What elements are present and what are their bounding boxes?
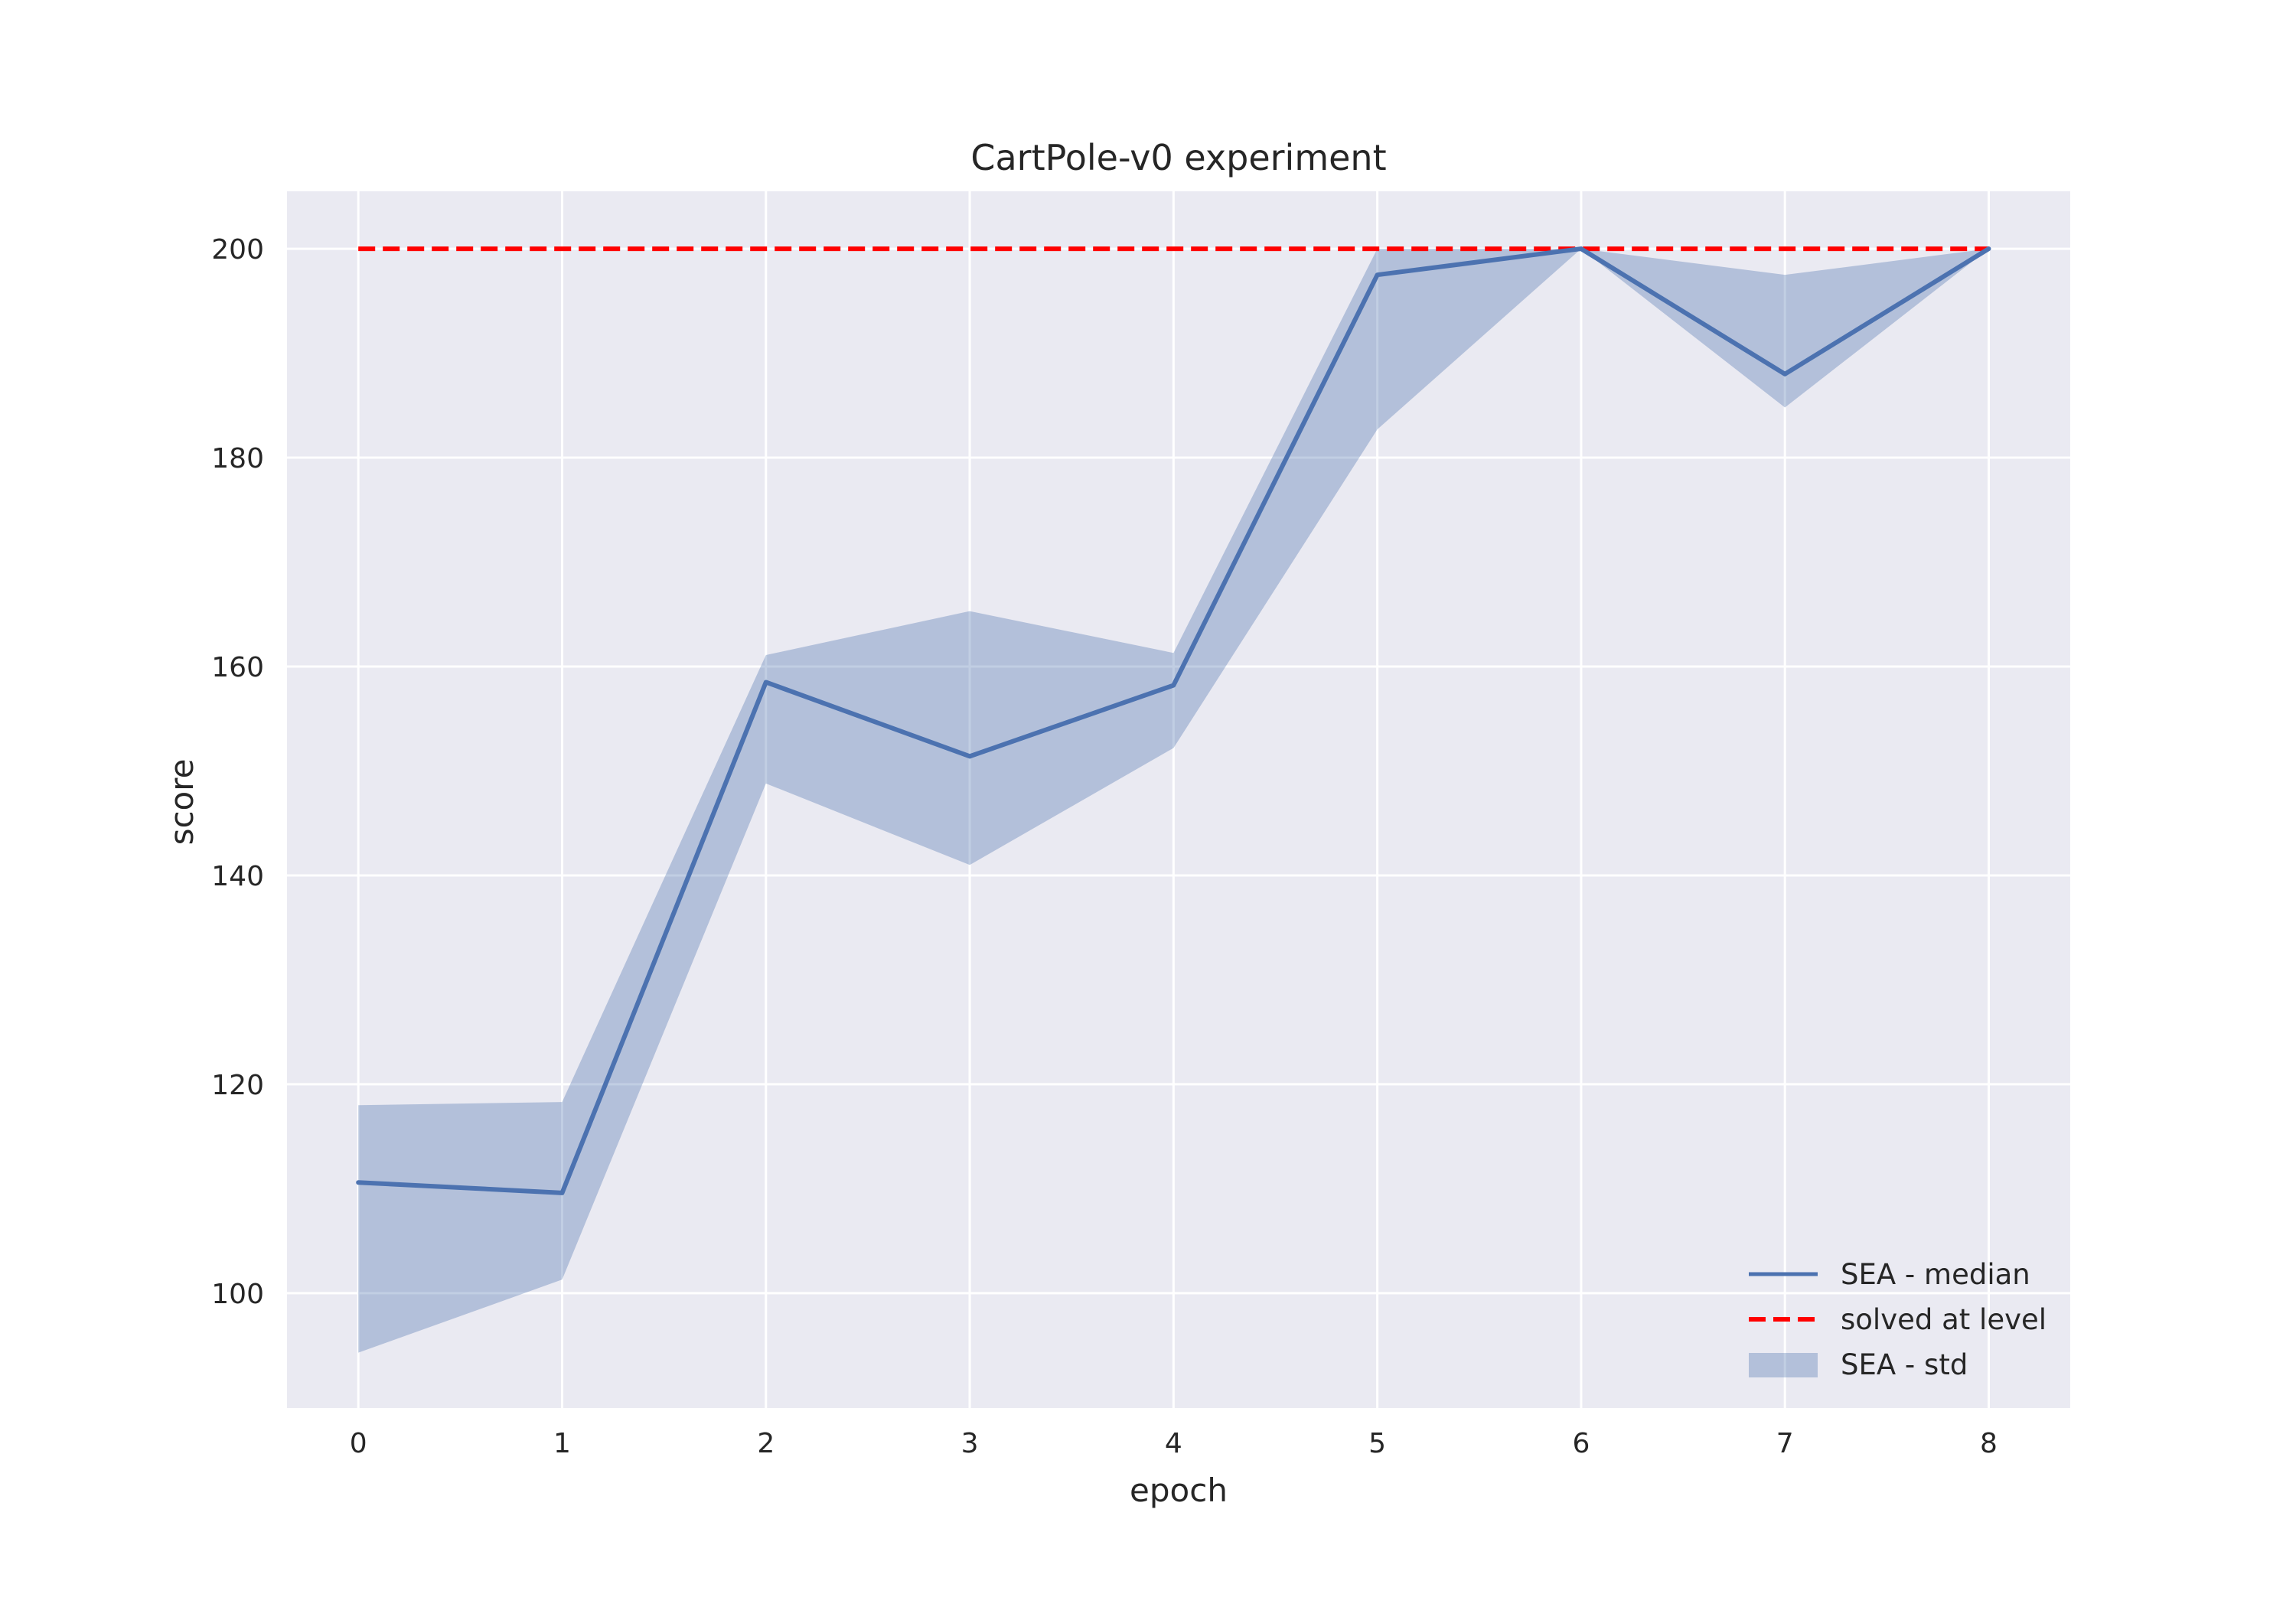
y-tick-label: 160 — [211, 652, 264, 683]
x-axis-label: epoch — [1130, 1472, 1228, 1509]
x-tick-label: 5 — [1368, 1428, 1386, 1459]
legend-label-median: SEA - median — [1841, 1258, 2030, 1291]
series-line-layer — [356, 246, 1991, 1195]
y-tick-label: 180 — [211, 443, 264, 474]
y-tick-label: 120 — [211, 1070, 264, 1101]
std-band — [358, 249, 1989, 1353]
legend-label-std: SEA - std — [1841, 1348, 1968, 1381]
x-tick-label: 8 — [1980, 1428, 1998, 1459]
y-tick-label: 100 — [211, 1279, 264, 1310]
y-tick-label: 140 — [211, 861, 264, 892]
median-line — [356, 246, 1991, 1195]
legend: SEA - median solved at level SEA - std — [1749, 1258, 2047, 1381]
legend-swatch-std — [1749, 1353, 1818, 1377]
x-tick-label: 2 — [757, 1428, 775, 1459]
y-axis-label: score — [163, 759, 201, 846]
std-band-layer — [358, 249, 1989, 1353]
x-tick-label: 3 — [961, 1428, 979, 1459]
chart-title: CartPole-v0 experiment — [970, 137, 1386, 178]
x-tick-label: 4 — [1165, 1428, 1182, 1459]
x-tick-label: 7 — [1776, 1428, 1794, 1459]
x-tick-label: 6 — [1572, 1428, 1590, 1459]
y-tick-label: 200 — [211, 234, 264, 266]
plot-area — [287, 191, 2070, 1408]
x-tick-labels: 0 1 2 3 4 5 6 7 8 — [350, 1428, 1998, 1459]
x-tick-label: 1 — [553, 1428, 571, 1459]
y-tick-labels: 100 120 140 160 180 200 — [211, 234, 264, 1310]
legend-label-solved: solved at level — [1841, 1303, 2047, 1336]
x-tick-label: 0 — [350, 1428, 367, 1459]
